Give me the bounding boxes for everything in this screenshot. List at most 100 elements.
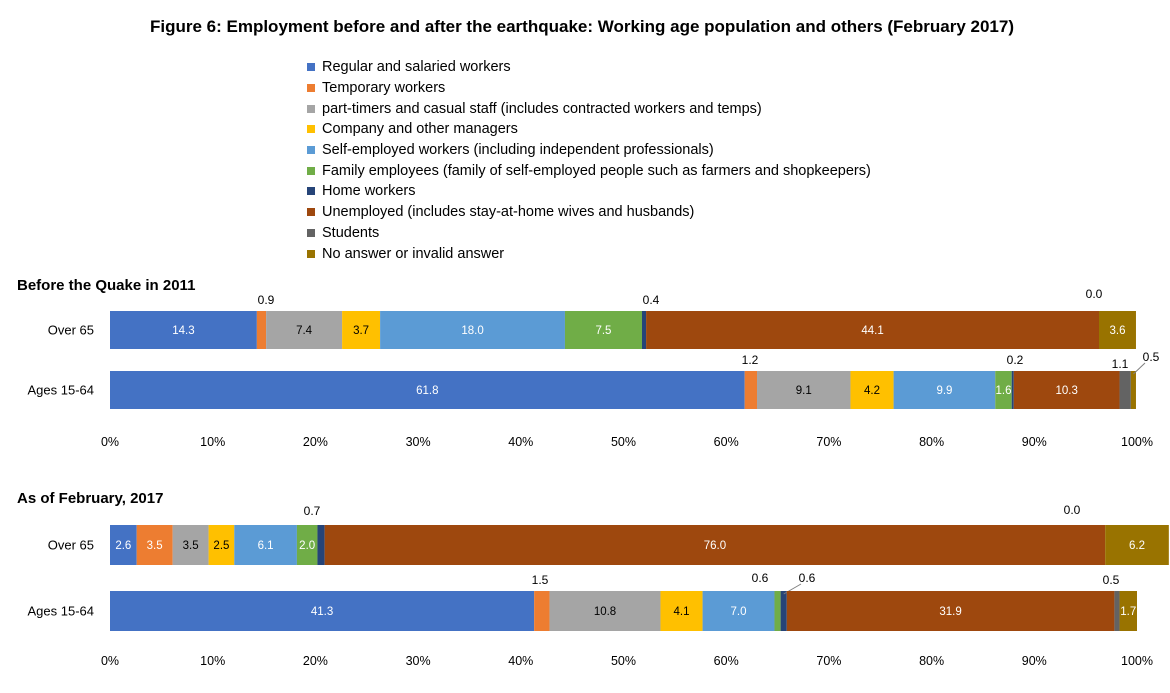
legend-swatch <box>307 63 315 72</box>
bar-segment <box>380 311 565 349</box>
panel-title: As of February, 2017 <box>17 490 163 507</box>
x-tick-label: 0% <box>101 435 119 449</box>
data-label: 1.6 <box>995 385 1011 397</box>
data-label: 0.9 <box>258 293 275 307</box>
legend-item: Regular and salaried workers <box>307 57 871 78</box>
legend-item: Students <box>307 223 871 244</box>
bar-segment <box>1013 371 1120 409</box>
bar-segment <box>646 311 1099 349</box>
x-tick-label: 40% <box>508 654 533 668</box>
data-label: 10.8 <box>594 606 616 618</box>
bar-segment <box>1105 525 1169 565</box>
x-tick-label: 40% <box>508 435 533 449</box>
x-tick-label: 80% <box>919 654 944 668</box>
x-tick-label: 100% <box>1121 435 1153 449</box>
bar-segment <box>1114 591 1120 631</box>
legend-label: Regular and salaried workers <box>322 59 511 76</box>
data-label: 0.6 <box>799 571 816 585</box>
data-label: 0.4 <box>643 293 660 307</box>
data-label: 10.3 <box>1055 385 1077 397</box>
legend-label: Company and other managers <box>322 121 518 138</box>
bar-segment <box>110 371 745 409</box>
bar-segment <box>317 525 325 565</box>
bar-segment <box>172 525 209 565</box>
legend-label: Family employees (family of self-employe… <box>322 162 871 179</box>
data-label: 2.0 <box>299 540 315 552</box>
x-tick-label: 60% <box>714 654 739 668</box>
legend-swatch <box>307 208 315 217</box>
bar-segment <box>534 591 550 631</box>
x-tick-label: 50% <box>611 435 636 449</box>
x-tick-label: 90% <box>1022 435 1047 449</box>
x-tick-label: 50% <box>611 654 636 668</box>
data-label: 2.5 <box>213 540 229 552</box>
bar-segment <box>660 591 703 631</box>
legend-label: Home workers <box>322 183 416 200</box>
data-label: 1.1 <box>1112 357 1129 371</box>
data-label: 76.0 <box>704 540 726 552</box>
bar-segment <box>850 371 894 409</box>
legend-label: Temporary workers <box>322 80 446 97</box>
data-label: 9.1 <box>796 385 812 397</box>
bar-segment <box>780 591 787 631</box>
data-label: 6.1 <box>258 540 274 552</box>
bar-segment <box>893 371 996 409</box>
legend-label: Unemployed (includes stay-at-home wives … <box>322 204 695 221</box>
bar-segment <box>774 591 781 631</box>
data-label: 4.1 <box>674 606 690 618</box>
data-label: 0.0 <box>1064 503 1081 517</box>
bar-segment <box>995 371 1012 409</box>
legend: Regular and salaried workers Temporary wo… <box>307 57 871 264</box>
bar-segment <box>110 311 257 349</box>
data-label: 31.9 <box>939 606 961 618</box>
data-label: 0.6 <box>752 571 769 585</box>
legend-label: part-timers and casual staff (includes c… <box>322 100 762 117</box>
bar-segment <box>136 525 173 565</box>
legend-item: Company and other managers <box>307 119 871 140</box>
bar-segment <box>786 591 1115 631</box>
chart-title: Figure 6: Employment before and after th… <box>149 17 1014 36</box>
data-label: 9.9 <box>936 385 952 397</box>
bar-segment <box>702 591 775 631</box>
data-label: 4.2 <box>864 385 880 397</box>
x-tick-label: 20% <box>303 654 328 668</box>
x-tick-label: 80% <box>919 435 944 449</box>
legend-item: No answer or invalid answer <box>307 243 871 264</box>
data-label: 6.2 <box>1129 540 1145 552</box>
legend-swatch <box>307 187 315 196</box>
bar-segment <box>744 371 758 409</box>
x-tick-label: 0% <box>101 654 119 668</box>
legend-swatch <box>307 249 315 258</box>
data-label: 0.5 <box>1143 350 1160 364</box>
data-label: 3.5 <box>183 540 199 552</box>
category-label: Ages 15-64 <box>28 604 95 619</box>
legend-item: Family employees (family of self-employe… <box>307 160 871 181</box>
data-label: 7.4 <box>296 325 313 337</box>
legend-item: part-timers and casual staff (includes c… <box>307 98 871 119</box>
legend-label: Students <box>322 224 380 241</box>
legend-item: Unemployed (includes stay-at-home wives … <box>307 202 871 223</box>
bar-segment <box>1011 371 1014 409</box>
bar-segment <box>296 525 318 565</box>
x-tick-label: 30% <box>406 435 431 449</box>
data-label: 1.2 <box>742 353 759 367</box>
data-label: 7.5 <box>595 325 611 337</box>
data-label: 0.2 <box>1007 353 1024 367</box>
bar-segment <box>234 525 297 565</box>
legend-item: Self-employed workers (including indepen… <box>307 140 871 161</box>
x-tick-label: 60% <box>714 435 739 449</box>
x-tick-label: 100% <box>1121 654 1153 668</box>
bar-segment <box>1099 311 1136 349</box>
leader-line <box>783 583 802 595</box>
legend-swatch <box>307 166 315 175</box>
data-label: 1.5 <box>532 573 549 587</box>
legend-swatch <box>307 228 315 237</box>
data-label: 7.0 <box>731 606 747 618</box>
legend-label: No answer or invalid answer <box>322 245 505 262</box>
bar-segment <box>342 311 381 349</box>
legend-swatch <box>307 84 315 93</box>
bar-segment <box>266 311 343 349</box>
data-label: 61.8 <box>416 385 438 397</box>
x-tick-label: 90% <box>1022 654 1047 668</box>
